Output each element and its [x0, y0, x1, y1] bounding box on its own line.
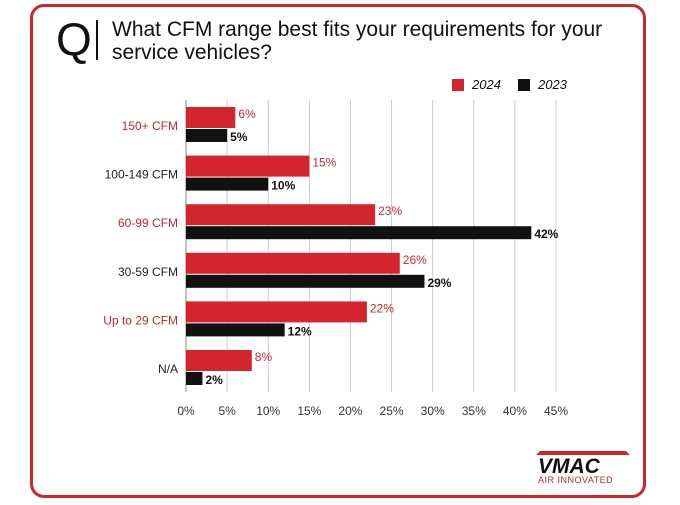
category-label: N/A	[158, 362, 178, 376]
data-label-2023-4: 12%	[288, 324, 312, 338]
bar-2024-0	[186, 107, 236, 128]
bar-2024-5	[186, 350, 252, 371]
data-label-2023-2: 42%	[534, 227, 558, 241]
bar-2023-1	[186, 177, 269, 191]
data-label-2023-0: 5%	[230, 130, 248, 144]
question-letter: Q	[56, 13, 92, 65]
vmac-logo: VMAC AIR INNOVATED	[534, 449, 634, 485]
category-label: Up to 29 CFM	[103, 313, 178, 327]
question-title: What CFM range best fits your requiremen…	[112, 18, 603, 64]
legend-swatch-2024	[452, 78, 464, 91]
legend-label-2024: 2024	[472, 77, 501, 92]
x-tick-label: 45%	[544, 404, 568, 418]
x-tick-label: 5%	[218, 404, 236, 418]
legend-item-2023: 2023	[518, 77, 567, 92]
x-tick-label: 20%	[338, 404, 362, 418]
x-tick-label: 10%	[256, 404, 280, 418]
bar-2024-3	[186, 252, 400, 274]
bar-2023-4	[186, 323, 285, 337]
x-tick-label: 30%	[421, 404, 445, 418]
question-divider	[96, 20, 98, 60]
x-tick-label: 35%	[462, 404, 486, 418]
vmac-logo-word: VMAC	[538, 455, 601, 477]
x-tick-label: 15%	[297, 404, 321, 418]
data-label-2023-3: 29%	[427, 276, 451, 290]
category-label: 60-99 CFM	[118, 216, 178, 230]
bar-2023-2	[186, 226, 532, 240]
x-tick-label: 0%	[177, 404, 195, 418]
data-label-2023-5: 2%	[205, 373, 223, 387]
bar-2023-5	[186, 372, 203, 385]
data-label-2024-1: 15%	[312, 156, 336, 170]
data-label-2024-3: 26%	[403, 253, 427, 267]
bar-2024-2	[186, 204, 376, 226]
category-label: 30-59 CFM	[118, 265, 178, 279]
card-frame	[30, 4, 646, 498]
data-label-2023-1: 10%	[271, 179, 295, 193]
bar-2023-3	[186, 274, 425, 288]
data-label-2024-5: 8%	[255, 350, 273, 364]
category-label: 100-149 CFM	[105, 168, 178, 182]
data-label-2024-0: 6%	[238, 107, 256, 121]
x-tick-label: 25%	[380, 404, 404, 418]
data-label-2024-4: 22%	[370, 301, 394, 315]
bar-2024-4	[186, 301, 367, 323]
x-tick-label: 40%	[503, 404, 527, 418]
legend-item-2024: 2024	[452, 77, 501, 92]
vmac-logo-mark: VMAC	[536, 451, 630, 478]
category-label: 150+ CFM	[122, 119, 178, 133]
legend-swatch-2023	[518, 78, 530, 91]
legend-label-2023: 2023	[538, 77, 567, 92]
data-label-2024-2: 23%	[378, 204, 402, 218]
bar-2023-0	[186, 129, 228, 142]
bar-2024-1	[186, 155, 310, 177]
vmac-logo-tagline: AIR INNOVATED	[538, 475, 614, 485]
